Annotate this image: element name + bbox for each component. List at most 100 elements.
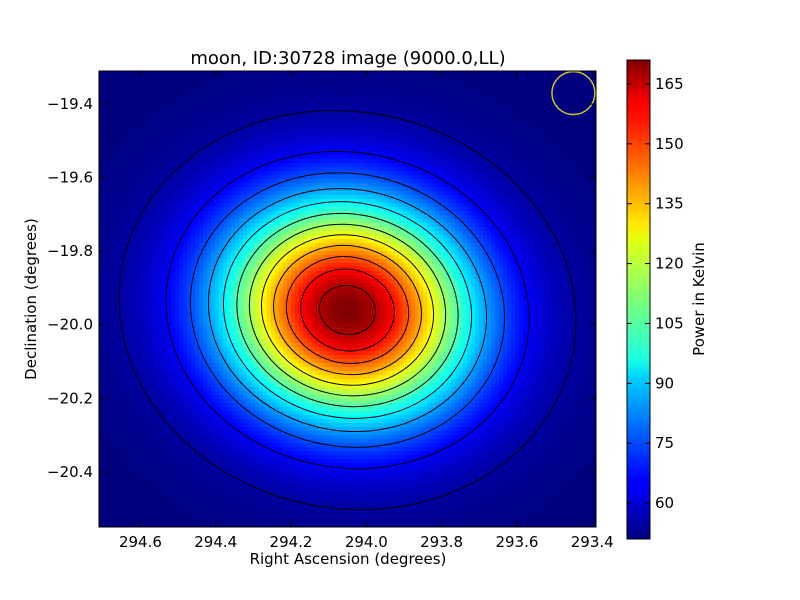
heatmap-cell [519, 127, 524, 132]
heatmap-cell [427, 159, 432, 164]
heatmap-cell [427, 239, 432, 244]
heatmap-cell [287, 247, 292, 252]
heatmap-cell [463, 123, 468, 128]
heatmap-cell [423, 163, 428, 168]
heatmap-cell [287, 99, 292, 104]
heatmap-cell [415, 87, 420, 92]
heatmap-cell [195, 175, 200, 180]
heatmap-cell [207, 83, 212, 88]
heatmap-cell [295, 223, 300, 228]
heatmap-cell [571, 247, 576, 252]
heatmap-cell [399, 155, 404, 160]
heatmap-cell [267, 79, 272, 84]
heatmap-cell [491, 207, 496, 212]
heatmap-cell [291, 119, 296, 124]
heatmap-cell [567, 207, 572, 212]
heatmap-cell [295, 227, 300, 232]
heatmap-cell [363, 119, 368, 124]
heatmap-cell [231, 123, 236, 128]
heatmap-cell [307, 159, 312, 164]
heatmap-cell [267, 119, 272, 124]
heatmap-cell [335, 95, 340, 100]
heatmap-cell [151, 167, 156, 172]
heatmap-cell [235, 239, 240, 244]
heatmap-cell [543, 175, 548, 180]
heatmap-cell [183, 115, 188, 120]
heatmap-cell [395, 99, 400, 104]
heatmap-cell [179, 179, 184, 184]
heatmap-cell [295, 135, 300, 140]
heatmap-cell [499, 235, 504, 240]
heatmap-cell [535, 159, 540, 164]
heatmap-cell [359, 219, 364, 224]
heatmap-cell [331, 239, 336, 244]
heatmap-cell [463, 247, 468, 252]
heatmap-cell [375, 219, 380, 224]
heatmap-cell [299, 235, 304, 240]
heatmap-cell [191, 223, 196, 228]
heatmap-cell [491, 219, 496, 224]
heatmap-cell [147, 187, 152, 192]
heatmap-cell [515, 123, 520, 128]
heatmap-cell [487, 147, 492, 152]
heatmap-cell [155, 143, 160, 148]
heatmap-cell [207, 183, 212, 188]
heatmap-cell [591, 235, 596, 240]
heatmap-cell [559, 231, 564, 236]
heatmap-cell [207, 171, 212, 176]
heatmap-cell [251, 219, 256, 224]
heatmap-cell [151, 119, 156, 124]
heatmap-cell [323, 99, 328, 104]
heatmap-cell [523, 123, 528, 128]
heatmap-cell [231, 167, 236, 172]
heatmap-cell [435, 239, 440, 244]
heatmap-cell [295, 159, 300, 164]
heatmap-cell [507, 187, 512, 192]
heatmap-cell [135, 243, 140, 248]
heatmap-cell [335, 119, 340, 124]
heatmap-cell [515, 227, 520, 232]
heatmap-cell [235, 107, 240, 112]
heatmap-cell [423, 127, 428, 132]
heatmap-cell [491, 103, 496, 108]
heatmap-cell [139, 127, 144, 132]
heatmap-cell [543, 223, 548, 228]
heatmap-cell [179, 107, 184, 112]
heatmap-cell [287, 139, 292, 144]
heatmap-cell [503, 207, 508, 212]
heatmap-cell [279, 255, 284, 260]
heatmap-cell [591, 223, 596, 228]
heatmap-cell [323, 163, 328, 168]
heatmap-cell [139, 231, 144, 236]
heatmap-cell [179, 223, 184, 228]
heatmap-cell [243, 147, 248, 152]
heatmap-cell [503, 131, 508, 136]
heatmap-cell [199, 103, 204, 108]
heatmap-cell [171, 251, 176, 256]
heatmap-cell [239, 143, 244, 148]
heatmap-cell [451, 95, 456, 100]
heatmap-cell [115, 151, 120, 156]
heatmap-cell [199, 255, 204, 260]
heatmap-cell [283, 71, 288, 76]
heatmap-cell [431, 219, 436, 224]
heatmap-cell [515, 247, 520, 252]
heatmap-cell [239, 243, 244, 248]
heatmap-cell [123, 135, 128, 140]
heatmap-cell [223, 95, 228, 100]
heatmap-cell [499, 215, 504, 220]
heatmap-cell [227, 115, 232, 120]
heatmap-cell [459, 191, 464, 196]
heatmap-cell [447, 187, 452, 192]
heatmap-cell [347, 127, 352, 132]
heatmap-cell [579, 215, 584, 220]
heatmap-cell [135, 143, 140, 148]
heatmap-cell [315, 143, 320, 148]
heatmap-cell [175, 95, 180, 100]
heatmap-cell [403, 91, 408, 96]
heatmap-cell [327, 103, 332, 108]
heatmap-cell [515, 231, 520, 236]
heatmap-cell [119, 247, 124, 252]
heatmap-cell [371, 87, 376, 92]
heatmap-cell [427, 151, 432, 156]
